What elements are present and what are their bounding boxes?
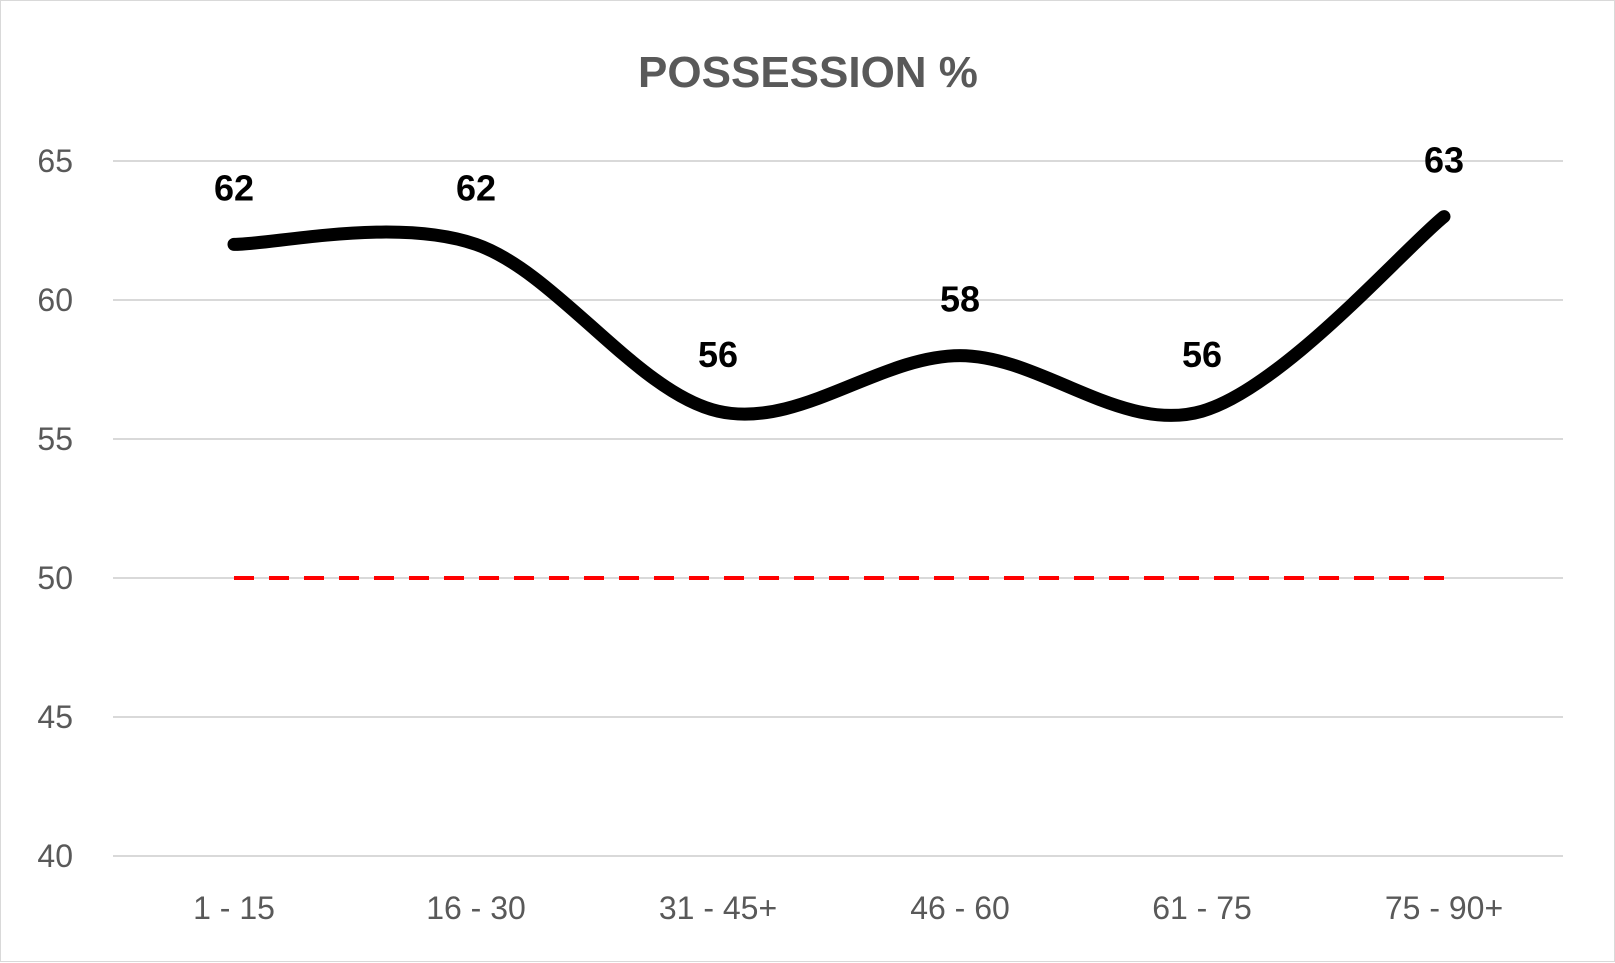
data-label: 56: [698, 334, 738, 375]
data-point: [228, 238, 240, 251]
x-tick-label: 1 - 15: [193, 890, 275, 926]
chart-title: POSSESSION %: [638, 48, 978, 97]
y-tick-label: 50: [37, 560, 73, 596]
x-tick-label: 75 - 90+: [1385, 890, 1503, 926]
y-tick-label: 40: [37, 838, 73, 874]
x-tick-label: 31 - 45+: [659, 890, 777, 926]
x-tick-label: 61 - 75: [1152, 890, 1252, 926]
y-tick-label: 65: [37, 143, 73, 179]
data-labels: 62 62 56 58 56 63: [214, 140, 1464, 376]
x-tick-label: 46 - 60: [910, 890, 1010, 926]
data-point: [1196, 405, 1208, 418]
possession-line: [227, 210, 1451, 422]
series-layer: [227, 210, 1451, 580]
data-label: 63: [1424, 140, 1464, 181]
x-axis: 1 - 15 16 - 30 31 - 45+ 46 - 60 61 - 75 75 - …: [193, 890, 1503, 926]
data-label: 56: [1182, 334, 1222, 375]
data-point: [470, 238, 482, 251]
y-tick-label: 55: [37, 421, 73, 457]
y-tick-label: 45: [37, 699, 73, 735]
data-label: 62: [214, 167, 254, 208]
data-label: 58: [940, 279, 980, 320]
x-tick-label: 16 - 30: [426, 890, 526, 926]
data-point: [1438, 210, 1450, 223]
data-point: [954, 349, 966, 362]
data-point: [712, 405, 724, 418]
data-label: 62: [456, 167, 496, 208]
y-tick-label: 60: [37, 282, 73, 318]
gridlines: [113, 160, 1563, 857]
y-axis: 40 45 50 55 60 65: [37, 143, 73, 874]
